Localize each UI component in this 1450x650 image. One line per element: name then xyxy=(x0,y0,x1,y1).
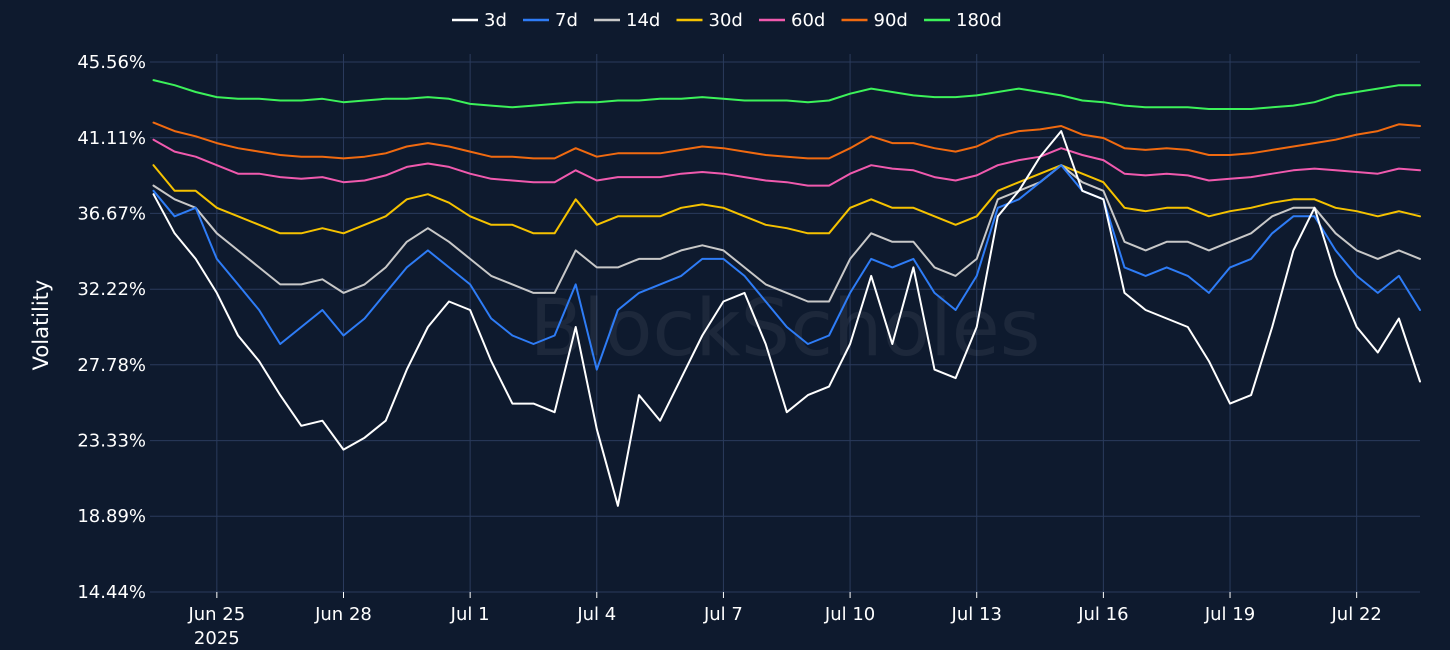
series-line-14d xyxy=(152,164,1421,303)
x-tick-label: Jul 7 xyxy=(703,604,743,625)
legend-label: 7d xyxy=(555,10,578,31)
y-tick-label: 14.44% xyxy=(77,582,146,603)
y-tick-label: 18.89% xyxy=(77,506,146,527)
y-tick-label: 32.22% xyxy=(77,279,146,300)
legend-item-7d[interactable]: 7d xyxy=(523,10,578,31)
x-tick-label: Jul 4 xyxy=(576,604,616,625)
legend: 3d 7d 14d 30d 60d 90d 180d xyxy=(452,10,1002,31)
legend-label: 14d xyxy=(626,10,660,31)
x-tick-label: Jul 1 xyxy=(450,604,490,625)
legend-item-30d[interactable]: 30d xyxy=(676,10,743,31)
y-tick-label: 45.56% xyxy=(77,52,146,73)
series-line-7d xyxy=(152,164,1421,371)
y-tick-label: 23.33% xyxy=(77,431,146,452)
legend-label: 180d xyxy=(956,10,1002,31)
series-line-90d xyxy=(152,121,1421,160)
y-tick-label: 41.11% xyxy=(77,128,146,149)
x-tick-label: Jul 19 xyxy=(1204,604,1255,625)
legend-label: 60d xyxy=(791,10,825,31)
x-tick-label: Jun 25 xyxy=(187,604,245,625)
series-line-30d xyxy=(152,164,1421,235)
series-line-180d xyxy=(152,79,1421,110)
legend-label: 3d xyxy=(484,10,507,31)
legend-item-3d[interactable]: 3d xyxy=(452,10,507,31)
y-tick-label: 36.67% xyxy=(77,203,146,224)
x-tick-label: Jul 22 xyxy=(1331,604,1382,625)
x-axis-ticks: Jun 25 2025 Jun 28 Jul 1 Jul 4 Jul 7 Jul 10 Jul… xyxy=(187,592,1382,649)
x-tick-label: Jul 13 xyxy=(951,604,1002,625)
legend-item-60d[interactable]: 60d xyxy=(759,10,825,31)
watermark-text: BlockScholes xyxy=(530,284,1041,374)
legend-label: 30d xyxy=(709,10,743,31)
grid xyxy=(150,54,1420,593)
series-line-3d xyxy=(152,130,1421,507)
legend-item-14d[interactable]: 14d xyxy=(594,10,660,31)
legend-label: 90d xyxy=(874,10,908,31)
x-tick-label: Jun 28 xyxy=(314,604,372,625)
series-lines xyxy=(152,79,1421,507)
x-tick-label: Jul 10 xyxy=(824,604,875,625)
series-line-60d xyxy=(152,138,1421,187)
legend-item-90d[interactable]: 90d xyxy=(841,10,908,31)
y-tick-label: 27.78% xyxy=(77,355,146,376)
y-axis-ticks: 45.56% 41.11% 36.67% 32.22% 27.78% 23.33% 18.8… xyxy=(77,52,146,603)
legend-item-180d[interactable]: 180d xyxy=(924,10,1002,31)
x-tick-label: Jul 16 xyxy=(1077,604,1128,625)
x-tick-sublabel: 2025 xyxy=(194,628,240,649)
y-axis-title: Volatility xyxy=(29,280,53,371)
